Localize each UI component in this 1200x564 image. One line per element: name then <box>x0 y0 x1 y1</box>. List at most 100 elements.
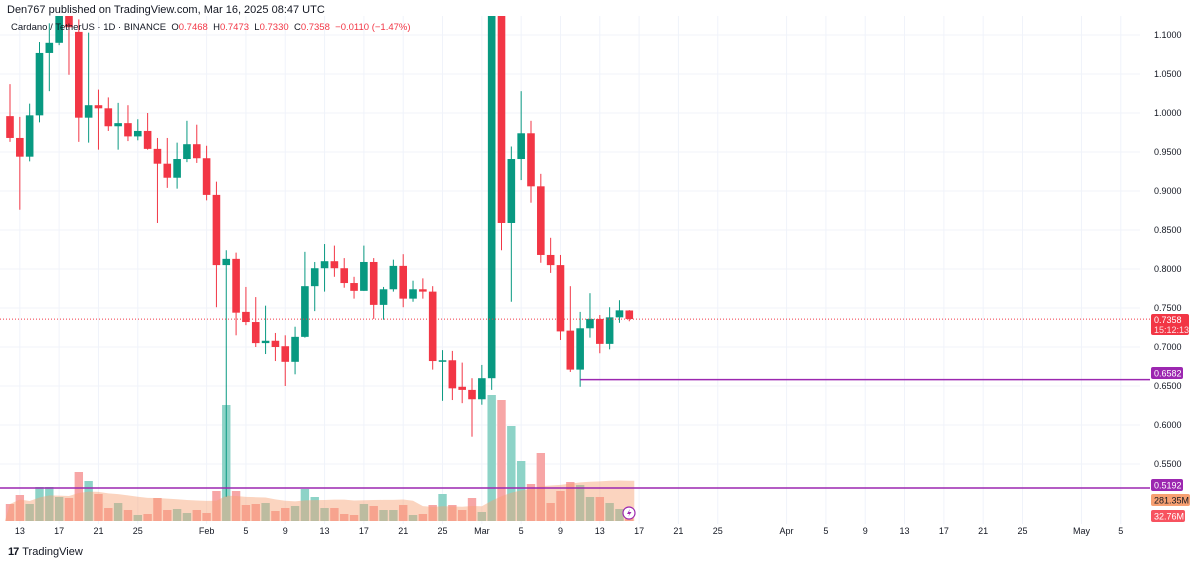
candle <box>35 42 44 123</box>
candle <box>232 252 240 336</box>
candle <box>271 332 280 362</box>
candle-body <box>75 31 83 118</box>
price-tick-label: 0.8000 <box>1154 264 1182 274</box>
countdown-text: 15:12:13 <box>1154 325 1189 335</box>
candle-body <box>163 163 172 178</box>
candle-body <box>546 254 555 266</box>
time-tick-label: Mar <box>474 526 490 536</box>
time-tick-label: 5 <box>519 526 524 536</box>
candle-body <box>310 268 319 287</box>
level-tag-2 <box>1151 479 1183 491</box>
candle <box>360 245 368 291</box>
candle-body <box>566 330 575 370</box>
candle <box>45 23 54 92</box>
candle-body <box>428 291 437 362</box>
candle <box>596 315 604 354</box>
candle <box>340 258 349 288</box>
volume-bar <box>349 515 359 521</box>
candle-body <box>153 148 162 164</box>
volume-bar <box>556 491 565 521</box>
symbol-name[interactable]: Cardano / TetherUS · 1D · BINANCE <box>11 22 167 33</box>
volume-bar <box>5 504 15 521</box>
candle-body <box>537 186 545 255</box>
tradingview-logo[interactable]: 17 TradingView <box>8 546 83 558</box>
candle-body <box>183 144 191 160</box>
candle-body <box>232 258 240 313</box>
candle <box>507 146 516 302</box>
price-tick-label: 0.8500 <box>1154 225 1182 235</box>
candle <box>163 137 172 188</box>
time-tick-label: Feb <box>199 526 215 536</box>
candle-body <box>350 283 358 291</box>
candle <box>625 310 634 322</box>
candle <box>291 326 299 375</box>
volume-ma-text: 281.35M <box>1154 496 1189 506</box>
candle-body <box>84 105 93 118</box>
volume-bar <box>45 487 54 521</box>
close-label: C <box>293 22 301 33</box>
last-price-text: 0.7358 <box>1154 315 1182 325</box>
grid <box>0 16 1140 524</box>
time-tick-label: 9 <box>863 526 868 536</box>
candle <box>94 89 103 150</box>
price-axis[interactable]: 1.1000 1.0500 1.0000 0.9500 0.9000 0.8500 0.80… <box>1154 30 1182 469</box>
price-tick-label: 0.5500 <box>1154 459 1182 469</box>
candle-body <box>291 336 299 362</box>
candle <box>409 280 417 302</box>
candle-body <box>369 261 378 305</box>
volume-bar <box>182 513 192 521</box>
volume-bar <box>516 461 526 521</box>
volume-bar <box>487 395 496 521</box>
price-tick-label: 1.1000 <box>1154 30 1182 40</box>
candle-body <box>556 265 565 332</box>
volume-bar <box>172 509 182 521</box>
volume-bars <box>5 395 634 521</box>
volume-bar <box>457 510 467 521</box>
candle-body <box>507 159 516 223</box>
candle <box>566 286 575 372</box>
volume-bar <box>330 508 339 521</box>
time-tick-label: 13 <box>595 526 605 536</box>
time-tick-label: 5 <box>1118 526 1123 536</box>
change-value: −0.0110 (−1.47%) <box>335 22 411 33</box>
candle-body <box>222 258 231 266</box>
candle <box>517 91 525 181</box>
level-text-2: 0.5192 <box>1154 481 1182 491</box>
candle <box>222 250 231 497</box>
volume-bar <box>340 514 349 521</box>
candle <box>261 305 270 355</box>
time-tick-label: 21 <box>93 526 103 536</box>
volume-bar <box>35 487 44 521</box>
candle <box>497 16 506 251</box>
low-label: L <box>254 22 260 33</box>
candle <box>438 350 447 401</box>
candle-body <box>468 389 476 400</box>
candle-body <box>133 130 142 137</box>
time-tick-label: 25 <box>438 526 448 536</box>
high-value: 0.7473 <box>219 22 250 33</box>
candle <box>183 120 191 163</box>
candle-body <box>360 261 368 291</box>
candle <box>448 350 457 401</box>
volume-bar <box>497 400 506 521</box>
time-tick-label: May <box>1073 526 1091 536</box>
volume-bar <box>113 503 123 521</box>
volume-bar <box>536 453 546 521</box>
candle <box>16 116 24 210</box>
time-axis[interactable]: 13 17 21 25 Feb 5 9 13 17 21 25 Mar 5 9 13 17 21 25 Apr 5 9 1… <box>15 526 1123 536</box>
volume-bar <box>369 506 378 521</box>
lightning-icon[interactable] <box>622 506 636 520</box>
candle-body <box>389 265 398 290</box>
candle <box>527 120 535 203</box>
candle <box>173 142 181 189</box>
tradingview-wordmark: TradingView <box>22 546 83 558</box>
candle <box>55 16 63 46</box>
time-tick-label: 17 <box>54 526 64 536</box>
high-label: H <box>213 22 220 33</box>
volume-bar <box>526 484 536 521</box>
candle-body <box>625 310 634 320</box>
candle-body <box>458 386 466 390</box>
candle <box>104 97 113 131</box>
candle-body <box>596 318 604 344</box>
